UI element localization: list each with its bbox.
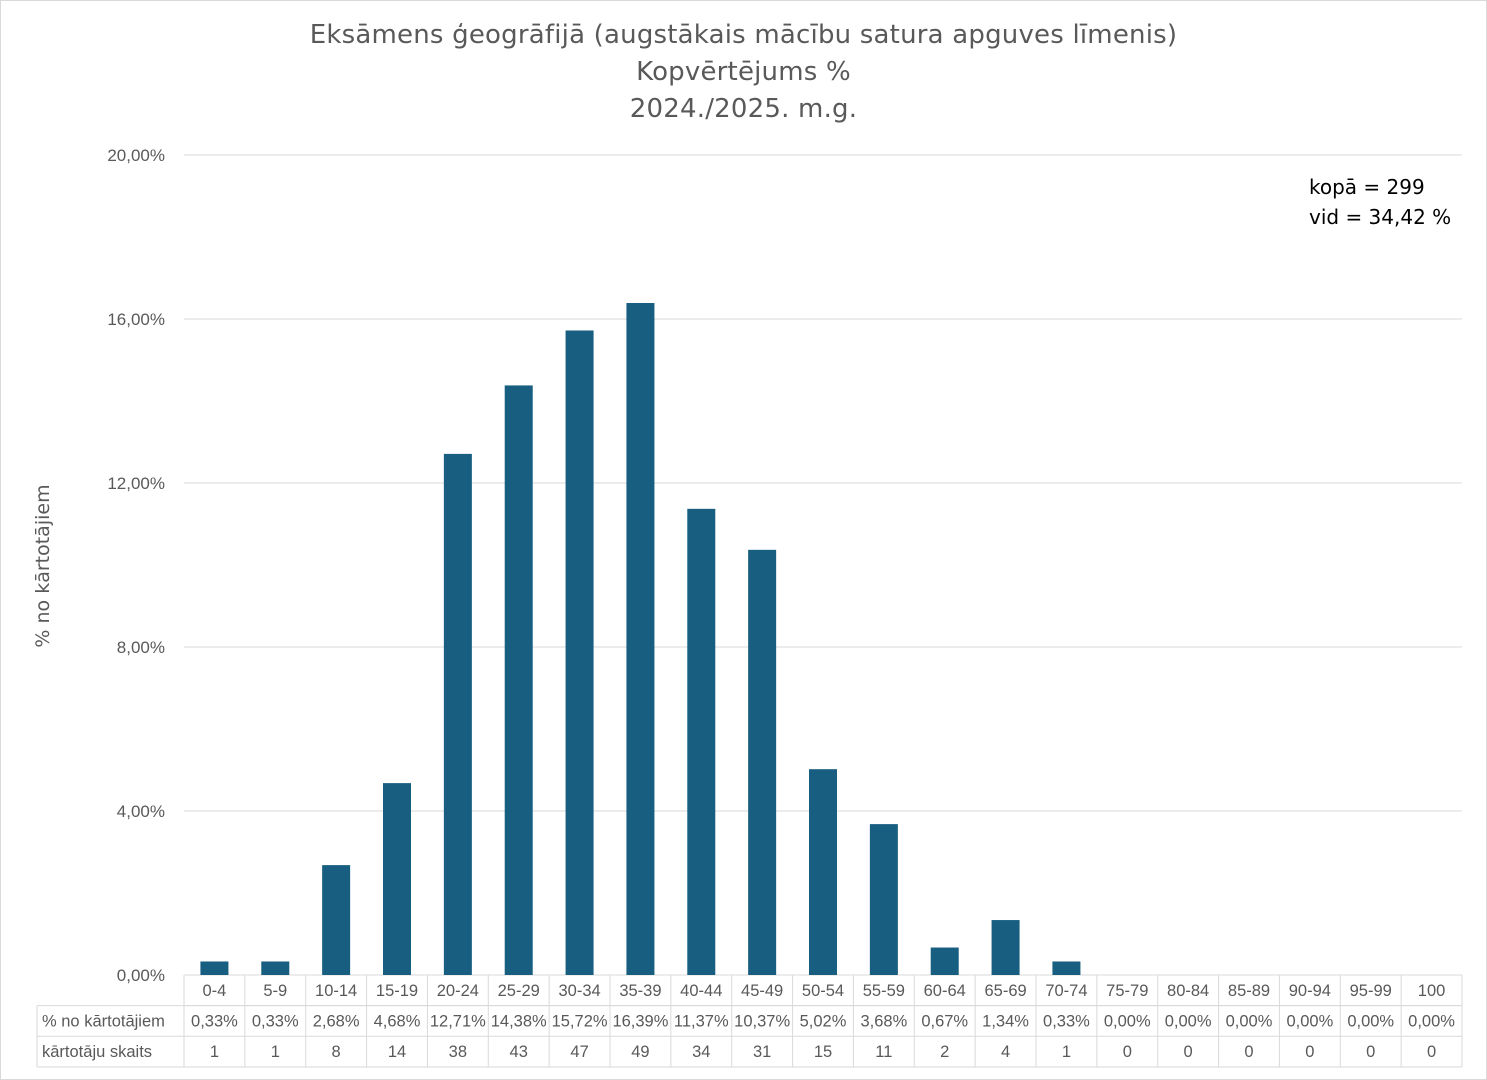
bar-65-69 [991,920,1020,975]
x-tick-label: 95-99 [1350,982,1392,1000]
y-tick-label: 8,00% [117,638,165,657]
bar-45-49 [748,549,777,975]
table-count-cell: 34 [692,1043,710,1061]
table-percent-cell: 11,37% [674,1013,729,1031]
summary-annotation: kopā = 299 vid = 34,42 % [1309,172,1451,232]
annotation-mean: vid = 34,42 % [1309,205,1452,229]
bar-20-24 [443,453,472,975]
table-percent-cell: 0,00% [1347,1013,1394,1031]
chart-subtitle: Kopvērtējums % [636,57,851,87]
bar-40-44 [687,508,716,975]
table-count-cell: 38 [449,1043,467,1061]
table-percent-cell: 0,33% [191,1013,238,1031]
x-tick-label: 25-29 [498,982,540,1000]
bar-30-34 [565,330,594,976]
table-count-cell: 0 [1244,1043,1253,1061]
table-count-cell: 1 [1062,1043,1071,1061]
x-tick-label: 60-64 [924,982,966,1000]
table-percent-cell: 0,33% [252,1013,299,1031]
y-tick-label: 20,00% [107,146,165,165]
table-count-cell: 31 [753,1043,771,1061]
chart-year: 2024./2025. m.g. [629,94,858,124]
bar-25-29 [504,385,533,975]
chart-title: Eksāmens ģeogrāfijā (augstākais mācību s… [309,20,1178,50]
table-percent-cell: 1,34% [982,1013,1029,1031]
y-tick-label: 4,00% [117,802,165,821]
x-tick-label: 85-89 [1228,982,1270,1000]
table-count-cell: 0 [1366,1043,1375,1061]
table-percent-cell: 14,38% [491,1013,547,1031]
x-tick-label: 65-69 [984,982,1026,1000]
x-tick-label: 90-94 [1289,982,1331,1000]
table-count-cell: 47 [570,1043,588,1061]
bar-35-39 [626,303,655,975]
x-tick-label: 75-79 [1106,982,1148,1000]
table-percent-cell: 2,68% [313,1013,360,1031]
table-percent-cell: 5,02% [800,1013,847,1031]
y-tick-label: 12,00% [107,474,165,493]
annotation-total: kopā = 299 [1309,175,1425,199]
bar-5-9 [261,961,290,975]
table-percent-cell: 4,68% [374,1013,421,1031]
table-count-cell: 15 [814,1043,832,1061]
table-percent-cell: 0,00% [1226,1013,1273,1031]
bar-60-64 [930,947,959,975]
table-count-cell: 14 [388,1043,406,1061]
x-tick-label: 45-49 [741,982,783,1000]
table-percent-cell: 0,00% [1104,1013,1151,1031]
table-percent-cell: 15,72% [552,1013,608,1031]
table-percent-cell: 16,39% [612,1013,668,1031]
x-tick-label: 100 [1418,982,1446,1000]
y-tick-label: 0,00% [117,966,165,985]
table-percent-cell: 3,68% [860,1013,907,1031]
x-tick-label: 15-19 [376,982,418,1000]
table-count-cell: 0 [1184,1043,1193,1061]
table-count-cell: 0 [1427,1043,1436,1061]
x-tick-label: 0-4 [202,982,226,1000]
x-tick-label: 55-59 [863,982,905,1000]
x-tick-label: 50-54 [802,982,844,1000]
table-row-label-count: kārtotāju skaits [42,1043,152,1061]
bar-0-4 [200,961,229,975]
bar-10-14 [322,865,351,975]
table-percent-cell: 0,33% [1043,1013,1090,1031]
table-count-cell: 43 [510,1043,528,1061]
y-tick-label: 16,00% [107,310,165,329]
table-percent-cell: 0,00% [1165,1013,1212,1031]
x-tick-label: 70-74 [1045,982,1087,1000]
x-tick-label: 35-39 [619,982,661,1000]
table-count-cell: 1 [271,1043,280,1061]
table-row-label-percent: % no kārtotājiem [42,1013,165,1031]
table-count-cell: 0 [1123,1043,1132,1061]
bar-50-54 [809,769,837,975]
table-count-cell: 2 [940,1043,949,1061]
table-percent-cell: 0,00% [1286,1013,1333,1031]
x-tick-label: 10-14 [315,982,357,1000]
table-count-cell: 8 [332,1043,341,1061]
table-percent-cell: 10,37% [734,1013,790,1031]
table-percent-cell: 12,71% [430,1013,486,1031]
bar-15-19 [383,783,411,975]
x-tick-label: 30-34 [558,982,600,1000]
x-tick-label: 20-24 [437,982,479,1000]
table-percent-cell: 0,00% [1408,1013,1455,1031]
x-tick-label: 5-9 [263,982,287,1000]
table-count-cell: 49 [631,1043,649,1061]
table-count-cell: 4 [1001,1043,1010,1061]
table-count-cell: 0 [1305,1043,1314,1061]
x-tick-label: 40-44 [680,982,722,1000]
table-count-cell: 11 [875,1043,892,1061]
table-percent-cell: 0,67% [921,1013,968,1031]
x-tick-label: 80-84 [1167,982,1209,1000]
bar-70-74 [1052,961,1081,975]
table-count-cell: 1 [210,1043,219,1061]
bar-55-59 [869,824,898,975]
